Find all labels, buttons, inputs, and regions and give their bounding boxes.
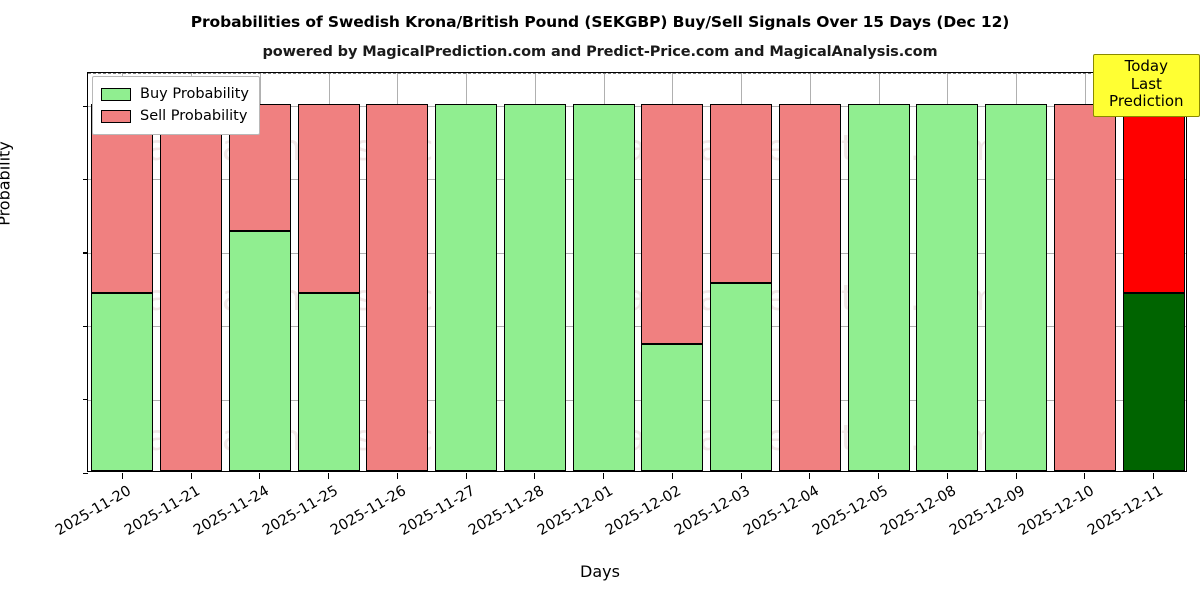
bar-segment-sell[interactable] [160,104,223,471]
y-tick-mark [83,399,88,401]
bar-segment-buy[interactable] [297,293,360,471]
gridline-horizontal [88,106,1186,108]
x-tick-mark [121,473,123,479]
bar-segment-sell[interactable] [641,104,704,345]
gridline-horizontal [88,326,1186,328]
bar-segment-sell[interactable] [710,104,773,284]
x-tick-mark [878,473,880,479]
bar-group[interactable] [503,73,566,471]
x-tick-mark [809,473,811,479]
x-tick-mark [328,473,330,479]
legend-swatch-buy [101,87,131,101]
bar-group[interactable] [847,73,910,471]
chart-title: Probabilities of Swedish Krona/British P… [190,13,1010,31]
legend-item-buy[interactable]: Buy Probability [101,83,249,105]
bar-group[interactable] [160,73,223,471]
gridline-horizontal [88,399,1186,401]
today-annotation: Today Last Prediction [1092,54,1200,118]
bar-segment-buy[interactable] [847,104,910,471]
bar-group[interactable] [297,73,360,471]
x-tick-mark [190,473,192,479]
bar-segment-buy[interactable] [228,231,291,471]
bar-segment-sell[interactable] [1053,104,1116,471]
bar-group[interactable] [916,73,979,471]
bar-segment-sell[interactable] [91,104,154,294]
x-tick-mark [1153,473,1155,479]
bar-segment-sell[interactable] [778,104,841,471]
bar-segment-sell[interactable] [366,104,429,471]
bar-group[interactable] [366,73,429,471]
x-tick-mark [740,473,742,479]
x-axis-label: Days [580,562,620,581]
bar-group[interactable] [710,73,773,471]
x-tick-mark [396,473,398,479]
bar-group[interactable] [1053,73,1116,471]
y-tick-mark [83,105,88,107]
y-tick-mark [83,325,88,327]
x-tick-mark [1015,473,1017,479]
bar-group[interactable] [778,73,841,471]
chart-legend: Buy Probability Sell Probability [92,76,260,135]
y-tick-mark [83,472,88,474]
bar-segment-buy[interactable] [710,283,773,471]
gridline-horizontal [88,252,1186,254]
x-tick-mark [465,473,467,479]
bar-segment-buy[interactable] [503,104,566,471]
bar-segment-buy[interactable] [641,344,704,471]
bar-segment-buy[interactable] [572,104,635,471]
y-axis-label: Probability [0,141,14,226]
bar-segment-buy[interactable] [91,293,154,471]
x-tick-mark [534,473,536,479]
chart-subtitle: powered by MagicalPrediction.com and Pre… [262,44,938,60]
legend-label-buy: Buy Probability [140,86,249,102]
x-tick-mark [259,473,261,479]
bar-group[interactable] [985,73,1048,471]
today-annotation-line2: Last Prediction [1109,74,1184,111]
gridline-horizontal [88,179,1186,181]
x-tick-mark [671,473,673,479]
bar-group[interactable] [91,73,154,471]
bar-segment-buy[interactable] [916,104,979,471]
bar-group[interactable] [1122,73,1185,471]
y-tick-mark [83,252,88,254]
today-annotation-line1: Today [1124,57,1168,75]
bar-segment-buy[interactable] [435,104,498,471]
x-tick-mark [946,473,948,479]
bar-segment-buy[interactable] [985,104,1048,471]
x-tick-mark [1084,473,1086,479]
legend-swatch-sell [101,109,131,123]
bar-group[interactable] [435,73,498,471]
bar-segment-sell[interactable] [1122,104,1185,294]
legend-item-sell[interactable]: Sell Probability [101,105,249,127]
legend-label-sell: Sell Probability [140,108,248,124]
threshold-dashed-line [88,73,1186,74]
bar-group[interactable] [641,73,704,471]
bar-group[interactable] [572,73,635,471]
bar-segment-buy[interactable] [1122,293,1185,471]
bar-segment-sell[interactable] [297,104,360,294]
x-tick-mark [603,473,605,479]
y-tick-mark [83,178,88,181]
